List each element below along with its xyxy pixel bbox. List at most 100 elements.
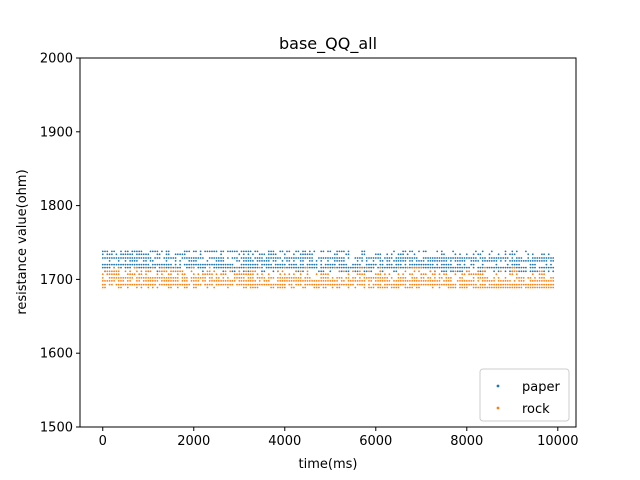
data-point-paper (242, 257, 245, 259)
data-point-paper (397, 263, 400, 266)
data-point-paper (472, 253, 475, 256)
data-point-paper (374, 263, 377, 266)
data-point-paper (372, 257, 375, 259)
data-point-rock (176, 286, 179, 289)
data-point-rock (541, 283, 543, 286)
data-point-paper (256, 257, 259, 259)
data-point-rock (101, 273, 104, 276)
data-point-paper (229, 263, 232, 266)
data-point-paper (222, 260, 225, 262)
data-point-paper (286, 266, 288, 269)
data-point-paper (370, 266, 373, 269)
data-point-paper (386, 253, 389, 256)
data-point-rock (242, 283, 245, 286)
data-point-paper (204, 263, 207, 266)
data-point-rock (411, 266, 414, 269)
data-point-paper (534, 266, 536, 269)
data-point-paper (101, 250, 104, 253)
data-point-paper (142, 257, 145, 259)
data-point-paper (231, 270, 234, 273)
data-point-paper (475, 260, 477, 262)
data-point-paper (393, 270, 395, 273)
data-point-paper (293, 257, 295, 259)
data-point-rock (206, 283, 209, 286)
data-point-paper (270, 250, 272, 253)
data-point-rock (293, 286, 295, 289)
data-point-rock (520, 277, 523, 279)
data-point-paper (497, 253, 500, 256)
data-point-rock (377, 273, 379, 276)
data-point-paper (420, 263, 423, 266)
data-point-paper (436, 266, 439, 269)
data-point-rock (304, 283, 307, 286)
data-point-rock (117, 270, 120, 273)
data-point-rock (415, 283, 418, 286)
data-point-rock (172, 280, 175, 282)
data-point-rock (113, 270, 115, 273)
data-point-paper (531, 260, 534, 262)
data-point-paper (172, 257, 175, 259)
data-point-rock (313, 286, 316, 289)
data-point-paper (393, 266, 395, 269)
data-point-rock (195, 277, 197, 279)
data-point-rock (295, 277, 297, 279)
data-point-paper (129, 266, 132, 269)
data-point-rock (163, 266, 166, 269)
data-point-paper (500, 266, 502, 269)
data-point-rock (124, 277, 127, 279)
data-point-paper (454, 253, 457, 256)
data-point-paper (413, 263, 416, 266)
data-point-paper (522, 266, 525, 269)
data-point-paper (345, 270, 348, 273)
data-point-paper (527, 253, 530, 256)
data-point-rock (454, 283, 457, 286)
data-point-rock (552, 283, 555, 286)
x-tick-label: 0 (99, 434, 107, 449)
data-point-paper (440, 270, 443, 273)
data-point-rock (543, 280, 545, 282)
data-point-paper (461, 270, 464, 273)
data-point-rock (445, 280, 448, 282)
data-point-paper (497, 266, 500, 269)
data-point-paper (113, 250, 115, 253)
data-point-paper (311, 257, 313, 259)
data-point-paper (370, 270, 373, 273)
data-point-rock (111, 273, 113, 276)
data-point-rock (254, 283, 257, 286)
data-point-paper (167, 250, 170, 253)
data-point-rock (545, 280, 548, 282)
data-point-rock (293, 273, 295, 276)
data-point-paper (220, 263, 223, 266)
data-point-paper (302, 250, 304, 253)
data-point-rock (359, 266, 361, 269)
data-point-paper (443, 263, 445, 266)
data-point-paper (465, 257, 468, 259)
data-point-paper (115, 257, 118, 259)
data-point-paper (331, 263, 334, 266)
data-point-rock (477, 280, 480, 282)
data-point-paper (263, 263, 266, 266)
data-point-paper (320, 257, 323, 259)
data-point-rock (158, 270, 161, 273)
data-point-paper (429, 266, 432, 269)
data-point-rock (402, 280, 404, 282)
data-point-paper (409, 266, 411, 269)
data-point-rock (465, 283, 468, 286)
data-point-paper (129, 253, 132, 256)
data-point-rock (347, 286, 350, 289)
data-point-rock (120, 286, 122, 289)
data-point-paper (156, 270, 159, 273)
data-point-rock (436, 280, 439, 282)
data-point-paper (224, 266, 227, 269)
data-point-rock (365, 277, 368, 279)
data-point-paper (126, 266, 129, 269)
data-point-rock (463, 273, 466, 276)
data-point-paper (463, 260, 466, 262)
data-point-rock (304, 286, 307, 289)
data-point-rock (208, 270, 211, 273)
data-point-rock (424, 280, 427, 282)
data-point-rock (181, 280, 184, 282)
data-point-rock (279, 280, 282, 282)
data-point-paper (479, 257, 482, 259)
data-point-rock (192, 280, 195, 282)
